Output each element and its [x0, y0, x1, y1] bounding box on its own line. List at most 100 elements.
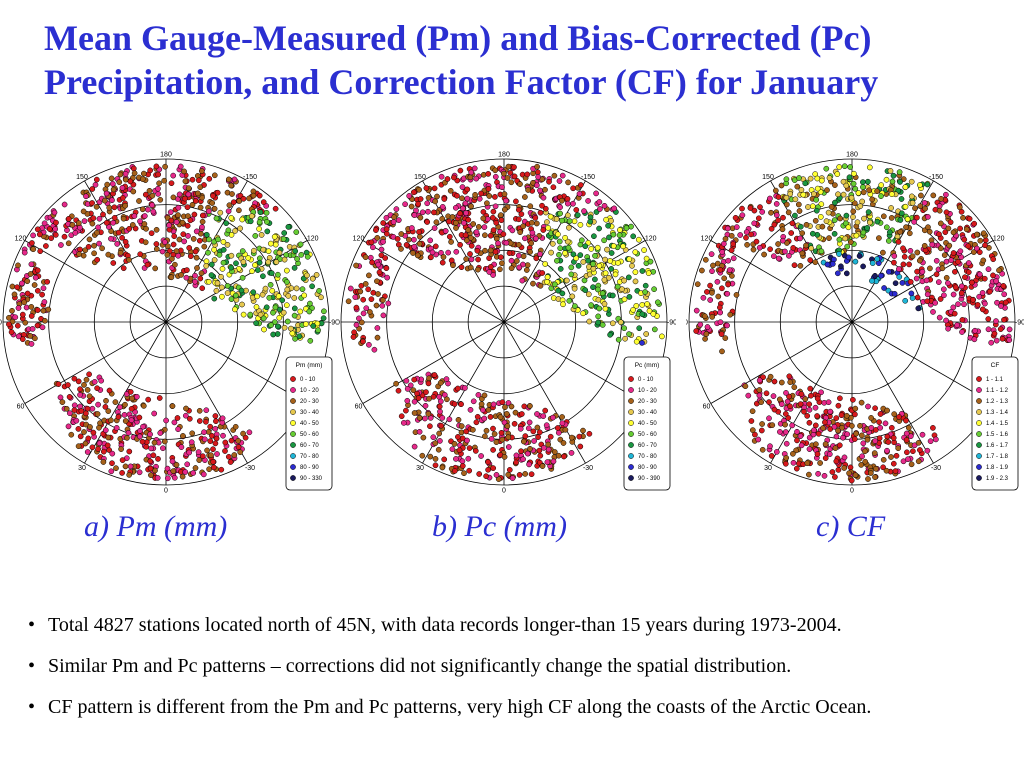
station-point	[782, 248, 788, 255]
station-point	[112, 399, 119, 405]
station-point	[860, 263, 866, 270]
station-point	[757, 204, 763, 210]
station-point	[301, 292, 308, 299]
station-point	[406, 236, 412, 243]
station-point	[560, 301, 566, 308]
longitude-label: -120	[990, 236, 1004, 243]
station-point	[549, 240, 556, 247]
station-point	[149, 202, 155, 208]
station-point	[187, 217, 194, 224]
station-point	[414, 252, 421, 259]
station-point	[748, 231, 754, 238]
station-point	[168, 274, 175, 281]
station-point	[108, 468, 115, 475]
station-point	[143, 225, 149, 232]
station-point	[927, 265, 933, 272]
legend-swatch	[628, 442, 634, 448]
station-point	[126, 256, 132, 263]
station-point	[924, 181, 931, 188]
station-point	[806, 434, 813, 441]
station-point	[239, 301, 245, 308]
station-point	[490, 447, 496, 453]
station-point	[919, 268, 926, 275]
station-point	[351, 329, 357, 336]
station-point	[77, 246, 83, 253]
station-point	[503, 239, 510, 246]
station-point	[249, 268, 255, 275]
station-point	[483, 473, 489, 480]
station-point	[826, 451, 833, 458]
station-point	[831, 423, 838, 430]
station-point	[915, 305, 922, 312]
station-point	[240, 195, 247, 202]
station-point	[66, 394, 73, 400]
station-point	[108, 417, 114, 424]
station-point	[147, 458, 154, 465]
station-point	[570, 185, 576, 192]
station-point	[872, 405, 878, 412]
legend-label: 0 - 10	[638, 377, 654, 383]
station-point	[439, 215, 446, 222]
station-point	[19, 311, 26, 318]
station-point	[437, 408, 443, 415]
station-point	[453, 456, 459, 462]
station-point	[789, 422, 796, 429]
station-point	[544, 219, 550, 225]
station-point	[957, 225, 963, 232]
station-point	[196, 237, 203, 244]
station-point	[102, 427, 109, 434]
station-point	[257, 209, 264, 216]
station-point	[254, 293, 260, 300]
station-point	[517, 181, 523, 187]
station-point	[153, 163, 160, 170]
station-point	[702, 313, 708, 320]
station-point	[218, 466, 225, 473]
station-point	[271, 233, 278, 240]
station-point	[924, 298, 931, 305]
station-point	[543, 422, 550, 429]
station-point	[444, 176, 451, 182]
station-point	[40, 285, 47, 292]
station-point	[40, 307, 47, 314]
station-point	[235, 444, 242, 450]
station-point	[814, 185, 821, 192]
station-point	[366, 341, 372, 348]
station-point	[976, 271, 983, 278]
station-point	[108, 175, 115, 182]
station-point	[136, 433, 143, 440]
station-point	[203, 407, 210, 414]
station-point	[526, 419, 533, 426]
station-point	[180, 433, 186, 439]
station-point	[467, 406, 474, 413]
station-point	[280, 309, 287, 316]
bullet-dot: •	[28, 655, 36, 677]
station-point	[91, 250, 97, 257]
station-point	[608, 217, 614, 224]
station-point	[446, 218, 452, 225]
station-point	[207, 423, 214, 430]
station-point	[411, 398, 418, 405]
station-point	[442, 228, 449, 234]
station-point	[504, 175, 511, 181]
station-point	[481, 415, 488, 422]
station-point	[432, 456, 439, 462]
station-point	[896, 274, 903, 280]
station-point	[994, 299, 1000, 306]
station-point	[585, 257, 591, 264]
station-point	[268, 322, 274, 328]
station-point	[192, 272, 198, 279]
legend-swatch	[290, 431, 296, 437]
station-point	[909, 200, 916, 206]
station-point	[427, 423, 433, 430]
station-point	[925, 224, 931, 231]
station-point	[383, 226, 390, 233]
legend-label: 1 - 1.1	[986, 377, 1004, 383]
station-point	[797, 401, 804, 407]
station-point	[458, 264, 465, 271]
station-point	[453, 225, 459, 231]
station-point	[410, 250, 416, 256]
station-point	[961, 236, 968, 243]
station-point	[428, 254, 434, 261]
station-point	[411, 376, 418, 383]
station-point	[122, 463, 129, 470]
